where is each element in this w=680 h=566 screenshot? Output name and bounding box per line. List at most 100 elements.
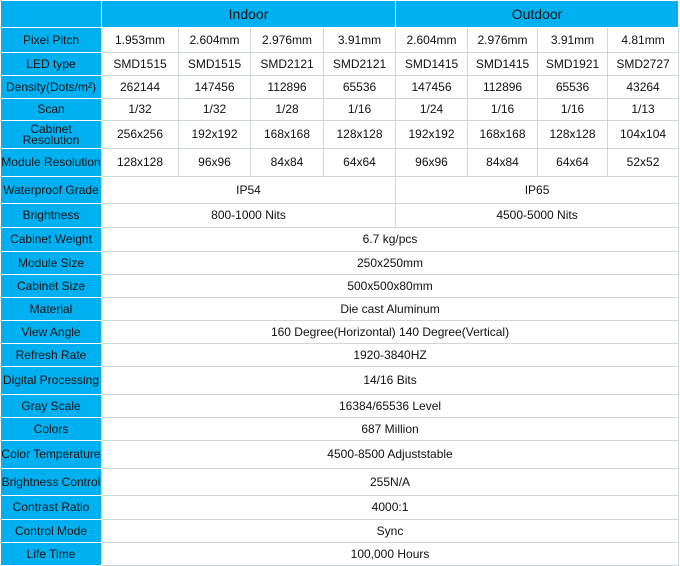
row-label: LED type [0, 52, 102, 76]
value-cell: 2.604mm [178, 27, 251, 53]
value-cell: Die cast Aluminum [100, 297, 680, 321]
table-row: Contrast Ratio 4000:1 [0, 495, 680, 520]
value-cell: SMD2727 [607, 52, 680, 76]
table-row: Control Mode Sync [0, 519, 680, 543]
value-cell: 2.604mm [395, 27, 469, 53]
table-row: Color Temperature 4500-8500 Adjuststable [0, 440, 680, 469]
value-cell: 65536 [322, 75, 397, 99]
table-row: Refresh Rate 1920-3840HZ [0, 343, 680, 367]
value-cell: 43264 [607, 75, 680, 99]
value-cell: 1/24 [395, 98, 469, 121]
table-row: Waterproof Grade IP54 IP65 [0, 176, 680, 204]
table-row: LED type SMD1515 SMD1515 SMD2121 SMD2121 SMD1… [0, 52, 680, 76]
value-cell: 112896 [467, 75, 539, 99]
value-cell: 1/13 [607, 98, 680, 121]
row-label: Refresh Rate [0, 343, 102, 367]
row-label: Life Time [0, 542, 102, 566]
value-cell: 96x96 [395, 148, 469, 177]
row-label: Module Size [0, 251, 102, 275]
table-row: Brightness Control 255N/A [0, 468, 680, 496]
table-row: Brightness 800-1000 Nits 4500-5000 Nits [0, 203, 680, 228]
value-cell: SMD1415 [395, 52, 469, 76]
value-cell: 147456 [178, 75, 251, 99]
value-cell: 65536 [537, 75, 609, 99]
table-row: Colors 687 Million [0, 417, 680, 441]
value-cell: 52x52 [607, 148, 680, 177]
table-row: Scan 1/32 1/32 1/28 1/16 1/24 1/16 1/16 1/13 [0, 98, 680, 121]
value-cell: 3.91mm [322, 27, 397, 53]
value-cell: 4500-8500 Adjuststable [100, 440, 680, 469]
table-row: Module Size 250x250mm [0, 251, 680, 275]
value-cell: 1/16 [322, 98, 397, 121]
value-cell: 4.81mm [607, 27, 680, 53]
row-label: Scan [0, 98, 102, 121]
value-cell: 168x168 [250, 120, 324, 149]
value-cell: 1/16 [537, 98, 609, 121]
value-cell: 168x168 [467, 120, 539, 149]
value-cell: Sync [100, 519, 680, 543]
row-label: Brightness [0, 203, 102, 228]
row-label: Contrast Ratio [0, 495, 102, 520]
table-row: Cabinet Resolution 256x256 192x192 168x168 1… [0, 120, 680, 149]
value-cell: 96x96 [178, 148, 251, 177]
value-cell: SMD1921 [537, 52, 609, 76]
value-cell: 128x128 [101, 148, 179, 177]
table-row: View Angle 160 Degree(Horizontal) 140 Deg… [0, 320, 680, 344]
table-row: Material Die cast Aluminum [0, 297, 680, 321]
table-row: Digital Processing 14/16 Bits [0, 366, 680, 395]
value-cell: SMD2121 [322, 52, 397, 76]
row-label: Waterproof Grade [0, 176, 102, 204]
row-label: Pixel Pitch [0, 27, 102, 53]
value-cell: SMD2121 [250, 52, 324, 76]
value-cell: IP65 [395, 176, 680, 204]
table-row: Module Resolution 128x128 96x96 84x84 64x64 9… [0, 148, 680, 177]
value-cell: 128x128 [322, 120, 397, 149]
value-cell: SMD1515 [101, 52, 179, 76]
value-cell: 14/16 Bits [100, 366, 680, 395]
value-cell: 256x256 [101, 120, 179, 149]
row-label: Color Temperature [0, 440, 102, 469]
value-cell: 84x84 [250, 148, 324, 177]
value-cell: 1920-3840HZ [100, 343, 680, 367]
header-indoor: Indoor [100, 0, 397, 28]
row-label: View Angle [0, 320, 102, 344]
value-cell: SMD1515 [178, 52, 251, 76]
value-cell: 100,000 Hours [100, 542, 680, 566]
table-row: Pixel Pitch 1.953mm 2.604mm 2.976mm 3.91mm 2.… [0, 27, 680, 53]
value-cell: 4000:1 [100, 495, 680, 520]
value-cell: 800-1000 Nits [100, 203, 397, 228]
value-cell: 128x128 [537, 120, 609, 149]
value-cell: 1/32 [178, 98, 251, 121]
row-label: Cabinet Weight [0, 227, 102, 252]
value-cell: 1/28 [250, 98, 324, 121]
corner-cell [0, 0, 102, 28]
value-cell: 192x192 [395, 120, 469, 149]
value-cell: 64x64 [322, 148, 397, 177]
value-cell: 1/16 [467, 98, 539, 121]
value-cell: 500x500x80mm [100, 274, 680, 298]
row-label: Colors [0, 417, 102, 441]
row-label: Digital Processing [0, 366, 102, 395]
value-cell: 1/32 [101, 98, 179, 121]
value-cell: 3.91mm [537, 27, 609, 53]
row-label: Cabinet Size [0, 274, 102, 298]
value-cell: 6.7 kg/pcs [100, 227, 680, 252]
table-row: Gray Scale 16384/65536 Level [0, 394, 680, 418]
value-cell: 192x192 [178, 120, 251, 149]
value-cell: 250x250mm [100, 251, 680, 275]
row-label: Module Resolution [0, 148, 102, 177]
value-cell: 2.976mm [250, 27, 324, 53]
value-cell: IP54 [100, 176, 397, 204]
row-label: Material [0, 297, 102, 321]
table-row: Life Time 100,000 Hours [0, 542, 680, 566]
table-row: Density(Dots/m²) 262144 147456 112896 65536 1… [0, 75, 680, 99]
value-cell: 160 Degree(Horizontal) 140 Degree(Vertic… [100, 320, 680, 344]
row-label: Cabinet Resolution [0, 120, 102, 149]
row-label: Control Mode [0, 519, 102, 543]
value-cell: 104x104 [607, 120, 680, 149]
value-cell: 1.953mm [101, 27, 179, 53]
header-outdoor: Outdoor [395, 0, 680, 28]
value-cell: 687 Million [100, 417, 680, 441]
value-cell: 262144 [101, 75, 179, 99]
